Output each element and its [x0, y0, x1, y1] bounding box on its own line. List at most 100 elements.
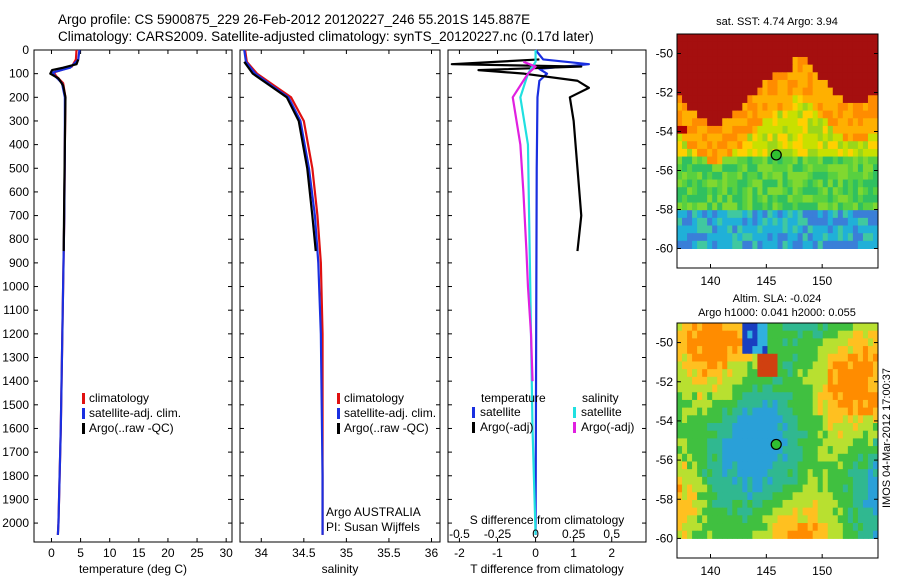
map-cell [722, 338, 728, 347]
map-cell [752, 171, 758, 181]
map-cell [847, 338, 854, 347]
map-cell [807, 133, 814, 142]
map-cell [757, 49, 763, 58]
map-cell [862, 346, 869, 355]
map-cell [762, 453, 768, 462]
map-cell [767, 187, 773, 196]
map-cell [757, 461, 763, 470]
map-cell [817, 492, 824, 501]
map-cell [787, 361, 794, 370]
map-cell [837, 323, 844, 332]
map-cell [852, 453, 859, 462]
map-cell [722, 376, 728, 386]
map-cell [692, 384, 698, 393]
map-cell [707, 369, 713, 378]
map-cell [867, 453, 874, 462]
map-cell [692, 469, 698, 478]
map-cell [692, 430, 698, 439]
map-cell [822, 56, 829, 66]
map-cell [787, 202, 794, 211]
map-cell [827, 34, 834, 43]
map-cell [772, 323, 778, 332]
map-cell [817, 202, 824, 211]
map-cell [712, 233, 718, 242]
map-cell [777, 64, 784, 73]
legend-diff-label: Argo(-adj) [581, 420, 634, 434]
map-cell [677, 156, 683, 165]
map-cell [742, 164, 748, 173]
series-line-argo-raw-qc- [243, 61, 317, 252]
map-cell [862, 49, 869, 58]
map-cell [867, 118, 874, 127]
map-cell [777, 87, 784, 96]
map-cell [732, 125, 738, 135]
map-cell [792, 438, 799, 447]
map-cell [842, 179, 849, 188]
map-cell [722, 125, 728, 135]
map-cell [737, 415, 743, 424]
map-cell [812, 353, 819, 362]
map-cell [827, 361, 834, 370]
map-cell [732, 353, 738, 362]
map-cell [802, 217, 809, 227]
map-cell [762, 148, 768, 158]
map-cell [722, 233, 728, 242]
map-cell [752, 64, 758, 73]
map-cell [752, 446, 758, 455]
map-cell [727, 118, 733, 127]
map-cell [762, 392, 768, 401]
map-cell [722, 515, 728, 524]
map-cell [842, 240, 849, 249]
map-cell [812, 202, 819, 211]
map-cell [767, 476, 773, 486]
map-cell [792, 353, 799, 362]
map-cell [692, 507, 698, 516]
map-cell [732, 330, 738, 339]
map-cell [752, 423, 758, 432]
map-cell [792, 110, 799, 119]
map-cell [732, 187, 738, 196]
map-cell [812, 233, 819, 242]
map-cell [742, 361, 748, 370]
map-cell [842, 95, 849, 104]
map-cell [812, 64, 819, 73]
map-cell [852, 323, 859, 332]
map-cell [857, 95, 864, 104]
map-cell [752, 384, 758, 393]
map-cell [707, 171, 713, 181]
map-cell [847, 202, 854, 211]
map-cell [692, 484, 698, 493]
map-cell [712, 469, 718, 478]
map-cell [862, 187, 869, 196]
map-cell [762, 125, 768, 135]
map-cell [727, 430, 733, 439]
map-cell [737, 156, 743, 165]
map-cell [762, 217, 768, 227]
map-cell [697, 507, 703, 516]
map-cell [682, 346, 688, 355]
map-cell [732, 95, 738, 104]
map-cell [687, 171, 693, 181]
map-cell [682, 56, 688, 66]
map-cell [862, 492, 869, 501]
map-cell [707, 125, 713, 135]
map-cell [867, 346, 874, 355]
map-cell [822, 492, 829, 501]
map-cell [817, 530, 824, 539]
map-cell [857, 56, 864, 66]
map-cell [687, 438, 693, 447]
map-cell [797, 225, 804, 234]
map-cell [767, 353, 773, 362]
map-cell [812, 407, 819, 416]
map-cell [702, 225, 708, 234]
map-cell [692, 179, 698, 188]
map-cell [702, 49, 708, 58]
map-x-tick-label: 145 [756, 564, 776, 578]
map-cell [692, 346, 698, 355]
map-cell [747, 148, 753, 158]
map-cell [867, 133, 874, 142]
map-cell [742, 64, 748, 73]
map-cell [687, 346, 693, 355]
map-cell [677, 133, 683, 142]
map-cell [697, 469, 703, 478]
